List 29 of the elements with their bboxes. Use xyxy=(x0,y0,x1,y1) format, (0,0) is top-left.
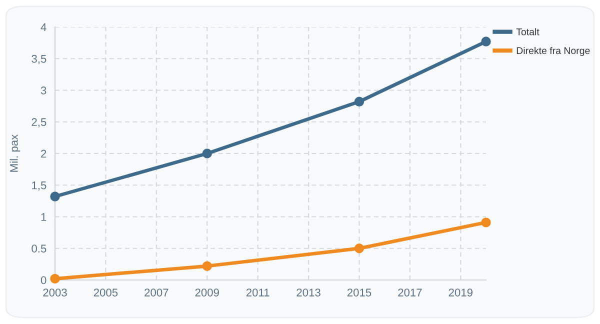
y-tick-label: 1 xyxy=(41,213,46,221)
y-axis-title: Mil. pax xyxy=(10,134,20,172)
y-tick-label: 0.5 xyxy=(32,244,46,253)
x-tick-label: 2017 xyxy=(398,288,422,296)
x-tick-label: 2019 xyxy=(448,288,472,296)
y-tick-label: 3,5 xyxy=(32,54,46,64)
x-tick-label: 2011 xyxy=(246,288,270,296)
y-tick-label: 2 xyxy=(41,150,46,158)
point xyxy=(481,36,491,46)
y-tick-label: 1,5 xyxy=(32,182,46,191)
y-tick-label: 3 xyxy=(40,86,46,94)
point xyxy=(481,218,491,228)
y-tick-label: 4 xyxy=(40,23,46,32)
point xyxy=(354,96,364,106)
x-tick-label: 2015 xyxy=(347,288,372,296)
point xyxy=(50,274,60,284)
y-tick-label: 0 xyxy=(40,276,46,284)
point xyxy=(354,244,364,254)
legend-label: Totalt xyxy=(516,28,540,36)
legend-label: Direkte fra Norge xyxy=(516,46,590,56)
point xyxy=(202,148,212,158)
x-tick-label: 2009 xyxy=(195,288,219,296)
point xyxy=(202,261,212,271)
x-tick-label: 2003 xyxy=(43,288,67,296)
x-tick-label: 2007 xyxy=(144,288,168,296)
x-tick-label: 2005 xyxy=(94,288,118,296)
point xyxy=(50,192,60,202)
y-tick-label: 2,5 xyxy=(32,118,46,128)
x-tick-label: 2013 xyxy=(296,288,320,296)
